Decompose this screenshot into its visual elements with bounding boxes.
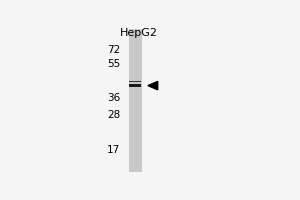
Bar	[129, 29, 142, 172]
Text: 72: 72	[107, 45, 120, 55]
Polygon shape	[148, 81, 158, 90]
Text: 36: 36	[107, 93, 120, 103]
Bar	[129, 84, 141, 87]
Text: 28: 28	[107, 110, 120, 120]
Text: 17: 17	[107, 145, 120, 155]
Text: 55: 55	[107, 59, 120, 69]
Text: HepG2: HepG2	[120, 28, 158, 38]
Bar	[129, 81, 141, 82]
